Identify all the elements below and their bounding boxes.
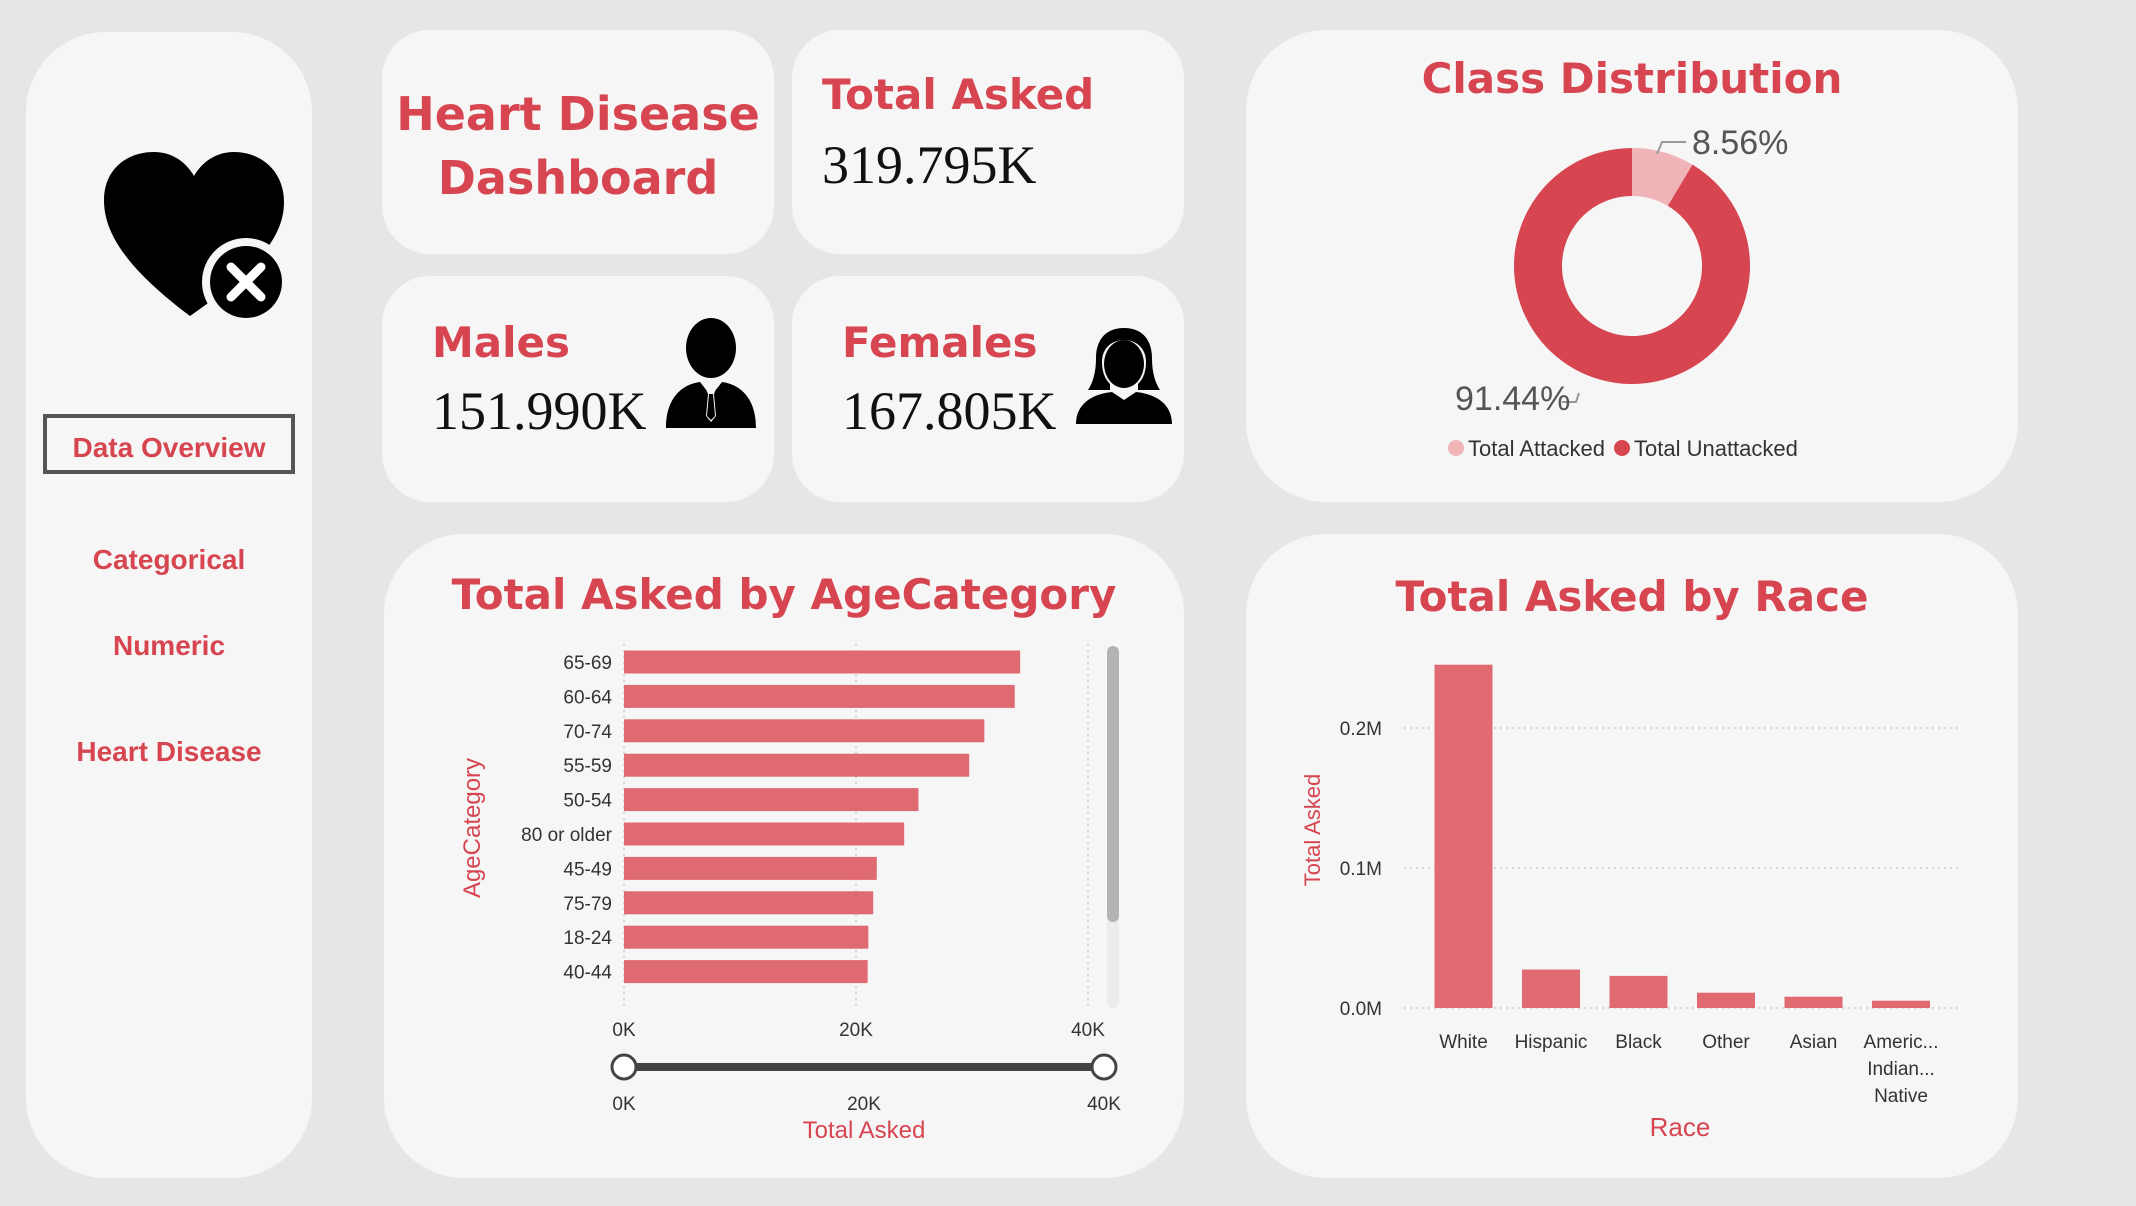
age-bar[interactable] (624, 856, 877, 880)
nav-data-overview[interactable]: Data Overview (43, 414, 295, 474)
donut-slice-attacked[interactable] (1632, 148, 1693, 206)
nav-categorical[interactable]: Categorical (92, 544, 246, 575)
nav-numeric[interactable]: Numeric (112, 630, 226, 661)
x-tick-label: 40K (1071, 1020, 1105, 1041)
x-tick-label: Black (1615, 1032, 1662, 1053)
class-distribution-chart: 8.56% 91.44% Total Attacked Total Unattacke… (1448, 124, 1798, 461)
x-tick-label: Americ... Indian... Native (1864, 1032, 1939, 1107)
y-tick-label: 60-64 (563, 687, 612, 708)
age-bar[interactable] (624, 925, 869, 949)
x-tick-label: 20K (839, 1020, 873, 1041)
slider-tick-label: 0K (612, 1094, 636, 1115)
y-tick-label: 65-69 (563, 653, 612, 674)
legend-marker-0 (1448, 440, 1464, 456)
race-card: Total Asked by Race 0.0M 0.1M 0.2M White His… (1246, 534, 2018, 1178)
slider-tick-label: 40K (1087, 1094, 1121, 1115)
males-value: 151.990K (432, 381, 647, 441)
slider-tick-label: 20K (847, 1094, 881, 1115)
total-asked-card: Total Asked 319.795K (792, 30, 1184, 254)
age-bar[interactable] (624, 650, 1021, 674)
legend-label-0: Total Attacked (1468, 436, 1605, 461)
race-bar[interactable] (1522, 969, 1580, 1008)
race-chart-title: Total Asked by Race (1395, 572, 1869, 621)
race-chart: 0.0M 0.1M 0.2M White Hispanic Black Other Asian… (1300, 664, 1960, 1142)
age-bar[interactable] (624, 753, 970, 777)
age-bar[interactable] (624, 822, 905, 846)
y-axis-title: Total Asked (1300, 774, 1325, 887)
x-axis-title: Race (1650, 1112, 1711, 1142)
data-label-unattacked: 91.44% (1455, 380, 1570, 418)
race-bar[interactable] (1609, 975, 1668, 1008)
y-tick-label: 50-54 (563, 791, 612, 812)
age-chart-title: Total Asked by AgeCategory (451, 570, 1117, 619)
males-label: Males (432, 318, 571, 367)
age-category-card: Total Asked by AgeCategory 0K 20K 40K 65-69… (384, 534, 1184, 1178)
y-tick-label: 45-49 (563, 859, 612, 880)
y-tick-label: 55-59 (563, 756, 612, 777)
x-axis-title: Total Asked (803, 1117, 926, 1144)
range-slider-handle-max[interactable] (1090, 1053, 1118, 1081)
donut-slice-unattacked[interactable] (1514, 148, 1750, 384)
males-card: Males 151.990K (382, 276, 774, 502)
legend-marker-1 (1614, 440, 1630, 456)
x-tick-label: 0K (612, 1020, 636, 1041)
class-distribution-title: Class Distribution (1421, 54, 1843, 103)
data-label-attacked: 8.56% (1692, 124, 1788, 162)
female-user-icon (1076, 328, 1172, 424)
sidebar: Data Overview Categorical Numeric Heart … (26, 32, 312, 1178)
dashboard-title-line1: Heart Disease (396, 87, 760, 141)
x-tick-label: White (1439, 1032, 1488, 1053)
y-tick-label: 80 or older (521, 825, 613, 846)
y-tick-label: 70-74 (563, 722, 612, 743)
race-bar[interactable] (1434, 664, 1493, 1008)
age-bar[interactable] (624, 719, 985, 743)
y-tick-label: 40-44 (563, 963, 612, 984)
broken-heart-icon (104, 152, 290, 326)
x-tick-label: Other (1702, 1032, 1750, 1053)
females-label: Females (842, 318, 1038, 367)
dashboard-title-line2: Dashboard (437, 151, 719, 205)
race-bar[interactable] (1784, 996, 1843, 1008)
leader-line-attacked (1656, 141, 1686, 155)
legend-label-1: Total Unattacked (1634, 436, 1798, 461)
y-tick-label: 0.0M (1340, 999, 1382, 1020)
age-bar[interactable] (624, 788, 919, 812)
y-tick-label: 18-24 (563, 928, 612, 949)
leader-line-unattacked (1562, 392, 1580, 403)
females-value: 167.805K (842, 381, 1057, 441)
nav-heart-disease[interactable]: Heart Disease (76, 736, 262, 767)
females-card: Females 167.805K (792, 276, 1184, 502)
race-bar[interactable] (1697, 992, 1755, 1008)
age-bar[interactable] (624, 684, 1015, 708)
y-axis-title: AgeCategory (459, 758, 486, 898)
x-tick-label: Asian (1790, 1032, 1838, 1053)
y-tick-label: 0.2M (1340, 719, 1382, 740)
x-tick-label: Hispanic (1515, 1032, 1588, 1053)
age-bar[interactable] (624, 891, 874, 915)
y-tick-label: 0.1M (1340, 859, 1382, 880)
range-slider-handle-min[interactable] (610, 1053, 638, 1081)
y-tick-label: 75-79 (563, 894, 612, 915)
age-category-chart: 0K 20K 40K 65-69 60-64 70-74 55-59 50-54 80 or o… (459, 644, 1121, 1144)
total-asked-label: Total Asked (822, 70, 1095, 119)
class-distribution-card: Class Distribution 8.56% 91.44% Total Atta… (1246, 30, 2018, 502)
male-user-icon (666, 318, 756, 428)
total-asked-value: 319.795K (822, 135, 1037, 195)
dashboard-title: Heart Disease Dashboard (382, 82, 774, 210)
title-card: Heart Disease Dashboard (382, 30, 774, 254)
race-bar[interactable] (1872, 1000, 1930, 1008)
age-bar[interactable] (624, 960, 868, 984)
scrollbar-thumb[interactable] (1107, 646, 1119, 922)
